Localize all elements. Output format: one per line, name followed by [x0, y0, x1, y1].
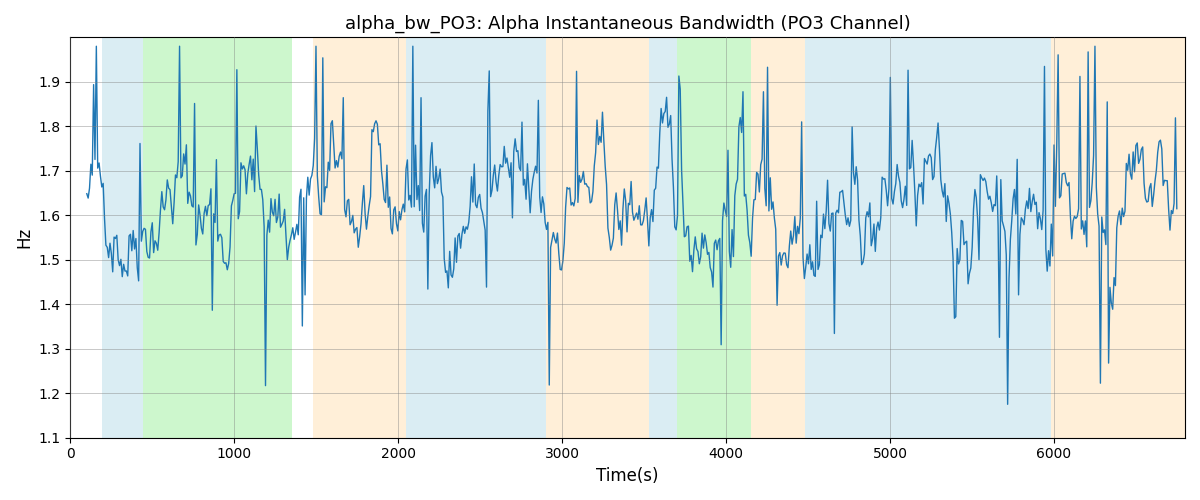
Bar	[751, 38, 805, 438]
Bar	[546, 38, 649, 438]
Y-axis label: Hz: Hz	[14, 227, 32, 248]
Bar	[143, 38, 292, 438]
Bar	[677, 38, 751, 438]
Bar	[102, 38, 143, 438]
X-axis label: Time(s): Time(s)	[596, 467, 659, 485]
Title: alpha_bw_PO3: Alpha Instantaneous Bandwidth (PO3 Channel): alpha_bw_PO3: Alpha Instantaneous Bandwi…	[344, 15, 911, 34]
Bar	[649, 38, 677, 438]
Bar	[1050, 38, 1184, 438]
Bar	[313, 38, 407, 438]
Bar	[407, 38, 546, 438]
Bar	[805, 38, 1050, 438]
